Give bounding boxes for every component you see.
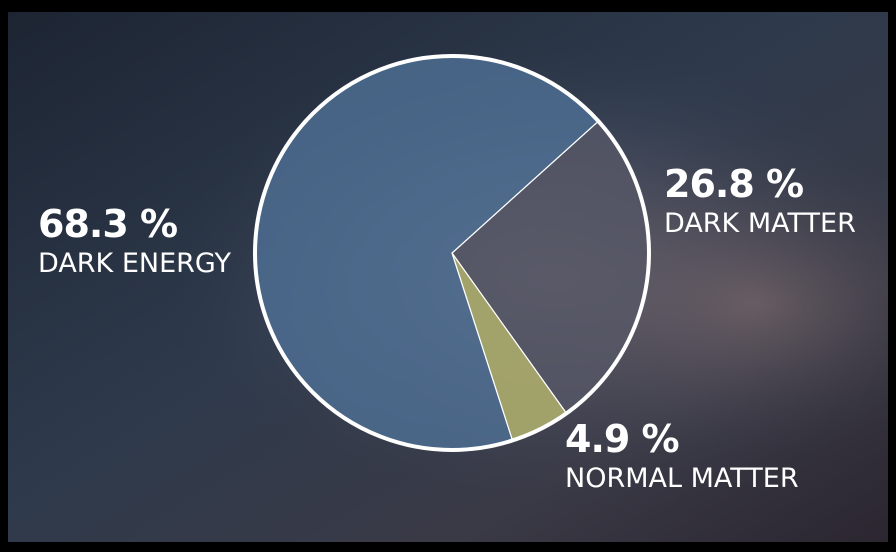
- category-label: DARK MATTER: [664, 208, 856, 239]
- category-label: NORMAL MATTER: [565, 463, 799, 494]
- labels: 68.3 %DARK ENERGY 26.8 %DARK MATTER 4.9 %N…: [38, 162, 856, 494]
- value-label: 4.9 %: [565, 417, 679, 461]
- category-label: DARK ENERGY: [38, 248, 231, 279]
- value-label: 26.8 %: [664, 162, 803, 206]
- pie-outline: [253, 54, 651, 452]
- value-label: 68.3 %: [38, 202, 177, 246]
